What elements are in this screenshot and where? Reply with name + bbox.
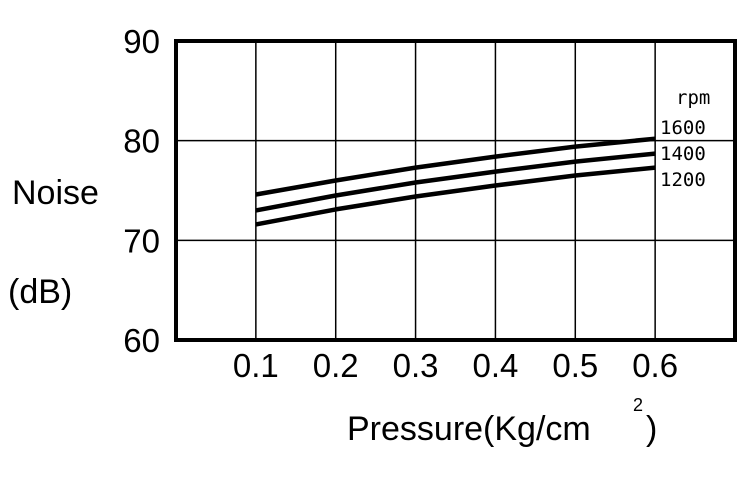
series-lines	[255, 136, 656, 227]
y-tick-label-70: 70	[123, 222, 160, 259]
legend-label-1200: 1200	[660, 169, 706, 191]
x-axis-label-close: )	[646, 410, 657, 448]
y-tick-label-80: 80	[123, 123, 160, 160]
series-line-1200	[255, 165, 656, 227]
x-tick-label-0.6: 0.6	[632, 347, 678, 384]
x-axis-label-superscript: 2	[633, 395, 643, 415]
x-tick-label-0.4: 0.4	[472, 347, 518, 384]
x-tick-label-0.5: 0.5	[552, 347, 598, 384]
x-tick-label-0.3: 0.3	[393, 347, 439, 384]
y-axis-label: Noise	[12, 174, 99, 212]
x-axis-label: Pressure(Kg/cm	[347, 410, 591, 448]
y-tick-label-90: 90	[123, 23, 160, 60]
series-line-1400	[255, 151, 656, 213]
y-tick-labels: 60 70 80 90	[123, 23, 160, 359]
y-tick-label-60: 60	[123, 322, 160, 359]
x-axis-label-main: Pressure(Kg/cm	[347, 410, 591, 448]
x-tick-labels: 0.1 0.2 0.3 0.4 0.5 0.6	[233, 347, 678, 384]
legend-label-1600: 1600	[660, 117, 706, 139]
x-tick-label-0.1: 0.1	[233, 347, 279, 384]
y-axis-unit: (dB)	[8, 273, 72, 311]
grid-lines	[176, 41, 735, 340]
legend-title: rpm	[676, 87, 710, 109]
plot-frame	[174, 39, 737, 342]
legend: rpm 1600 1400 1200	[660, 87, 710, 191]
x-tick-label-0.2: 0.2	[313, 347, 359, 384]
legend-label-1400: 1400	[660, 143, 706, 165]
series-line-1600	[255, 136, 656, 197]
